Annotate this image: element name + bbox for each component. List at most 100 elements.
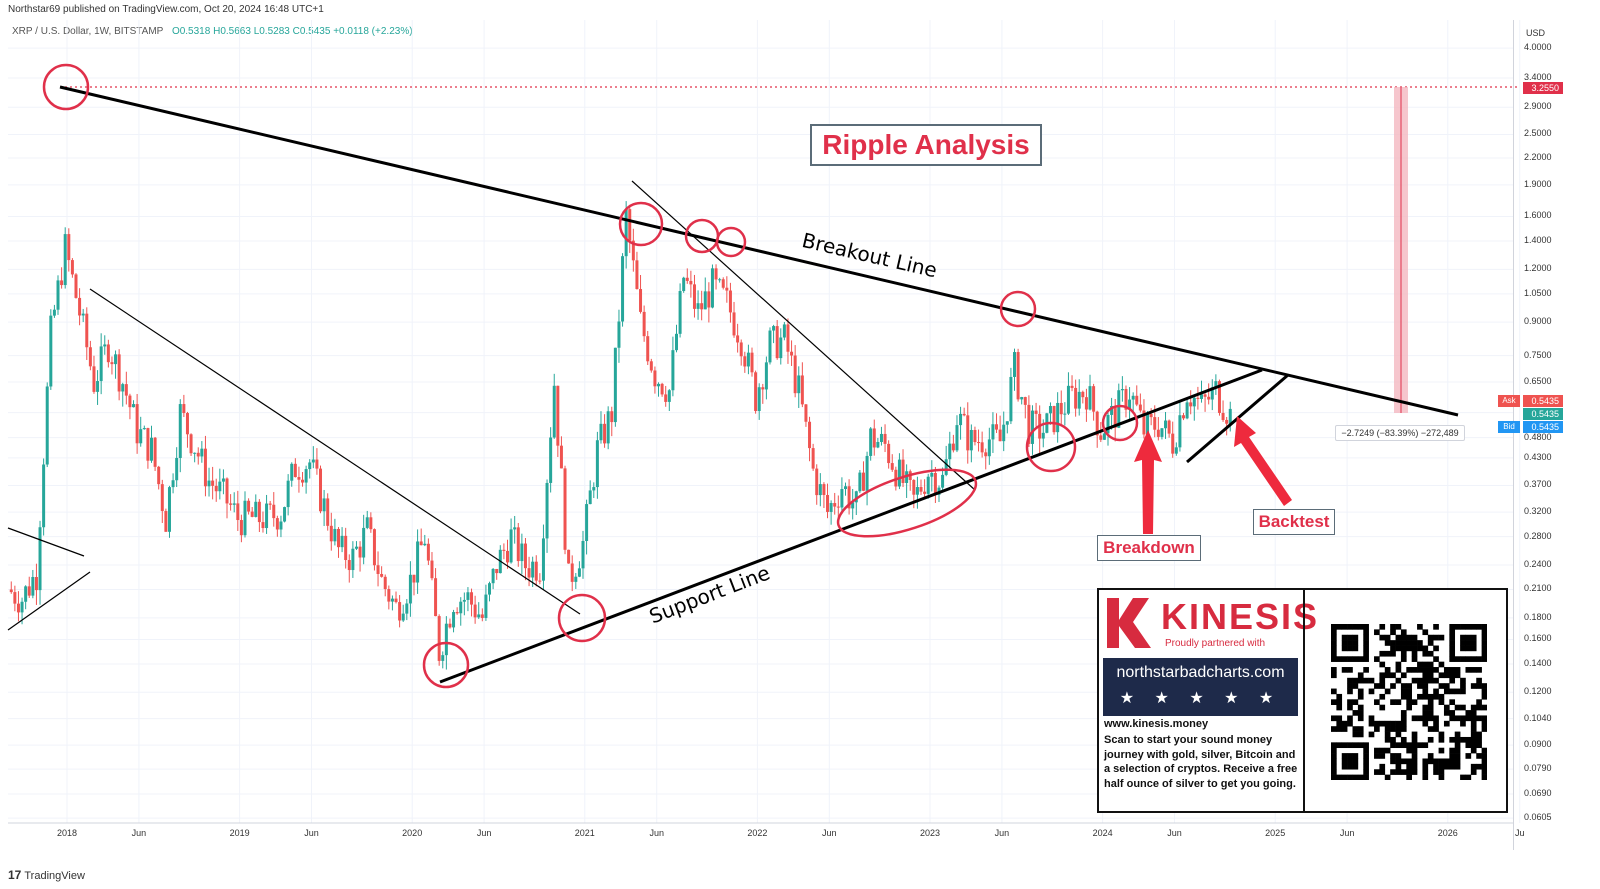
circle-ath (42, 63, 90, 111)
qr-module (1438, 758, 1445, 765)
qr-module (1368, 720, 1375, 727)
qr-module (1417, 645, 1423, 652)
qr-module (1390, 758, 1396, 765)
price-axis[interactable]: USD 4.0000 3.4000 2.9000 2.5000 2.2000 1.9000 1… (1513, 20, 1600, 850)
qr-module (1357, 672, 1364, 679)
time-tick-label: 2022 (747, 828, 767, 838)
candle-body (358, 546, 362, 558)
qr-module (1454, 715, 1461, 722)
qr-module (1384, 688, 1391, 695)
candle-body (265, 503, 269, 529)
qr-code-icon[interactable] (1331, 624, 1487, 780)
price-tick-label: 0.1200 (1524, 686, 1552, 697)
qr-module (1460, 656, 1466, 662)
northstar-banner[interactable]: northstarbadcharts.com ★ ★ ★ ★ ★ (1103, 658, 1298, 716)
qr-module (1465, 624, 1472, 630)
candle-body (326, 498, 330, 526)
qr-module (1427, 758, 1434, 765)
candle-body (1070, 385, 1074, 388)
qr-module (1406, 683, 1412, 689)
candle-body (1185, 402, 1189, 419)
candle-body (811, 448, 815, 469)
candle-body (20, 601, 24, 613)
kinesis-url[interactable]: www.kinesis.money (1104, 718, 1209, 730)
time-axis: 2018 Jun 2019 Jun 2020 Jun 2021 Jun 2022 Jun 2023 J… (8, 822, 1524, 838)
qr-module (1422, 688, 1429, 695)
tradingview-footer[interactable]: 17 TradingView (8, 868, 85, 882)
candle-body (671, 350, 675, 391)
qr-module (1341, 726, 1348, 732)
qr-module (1422, 667, 1429, 673)
qr-module (1470, 715, 1477, 722)
candle-body (876, 441, 880, 448)
time-tick-label: Jun (132, 828, 147, 838)
qr-module (1438, 769, 1445, 775)
candle-body (304, 469, 308, 483)
candle-body (556, 385, 560, 446)
candle-body (261, 522, 265, 529)
qr-module (1438, 634, 1445, 641)
qr-module (1449, 710, 1456, 716)
candle-body (872, 428, 876, 448)
candle-body (171, 480, 175, 488)
candle-body (207, 480, 211, 487)
candle-body (42, 464, 46, 528)
qr-module (1390, 629, 1396, 636)
qr-module (1390, 720, 1396, 727)
qr-module (1363, 640, 1369, 646)
qr-module (1379, 634, 1386, 641)
qr-module (1347, 763, 1353, 770)
qr-module (1347, 688, 1353, 695)
qr-module (1460, 683, 1466, 689)
qr-module (1336, 704, 1343, 711)
qr-module (1433, 634, 1439, 641)
qr-module (1470, 747, 1477, 754)
breakdown-arrow (1134, 430, 1162, 534)
candle-body (743, 356, 747, 367)
qr-module (1433, 726, 1439, 732)
qr-module (1454, 763, 1461, 770)
kinesis-ad[interactable]: KINESIS Proudly partnered with northstar… (1097, 588, 1508, 813)
circle-2021-top (618, 201, 664, 247)
qr-module (1449, 672, 1456, 679)
qr-module (1411, 742, 1418, 749)
candle-body (1189, 402, 1193, 407)
qr-module (1352, 763, 1359, 770)
candle-body (1023, 397, 1027, 405)
qr-module (1352, 774, 1359, 780)
qr-module (1384, 634, 1391, 641)
candle-body (678, 291, 682, 334)
qr-module (1352, 699, 1359, 705)
candle-body (915, 487, 919, 495)
candle-body (13, 592, 17, 604)
candle-body (354, 546, 358, 549)
candle-body (1102, 433, 1106, 440)
candle-body (700, 303, 704, 310)
qr-module (1481, 624, 1487, 630)
qr-module (1476, 736, 1482, 743)
candle-body (437, 616, 441, 661)
qr-module (1417, 624, 1423, 630)
candle-body (869, 428, 873, 456)
qr-module (1390, 624, 1396, 630)
candle-body (1171, 433, 1175, 454)
qr-module (1481, 747, 1487, 754)
qr-module (1406, 667, 1412, 673)
candle-body (466, 592, 470, 600)
qr-module (1406, 769, 1412, 775)
qr-module (1390, 769, 1396, 775)
candle-body (459, 601, 463, 614)
qr-module (1395, 758, 1402, 765)
candle-body (390, 598, 394, 602)
candle-body (750, 352, 754, 373)
qr-module (1395, 699, 1402, 705)
candle-body (1027, 404, 1031, 444)
qr-module (1395, 661, 1402, 668)
qr-module (1379, 763, 1386, 770)
candle-body (121, 384, 125, 392)
breakout-line-label: Breakout Line (800, 228, 940, 282)
qr-module (1438, 683, 1445, 689)
qr-module (1422, 704, 1429, 711)
qr-module (1379, 704, 1386, 711)
qr-module (1460, 774, 1466, 780)
